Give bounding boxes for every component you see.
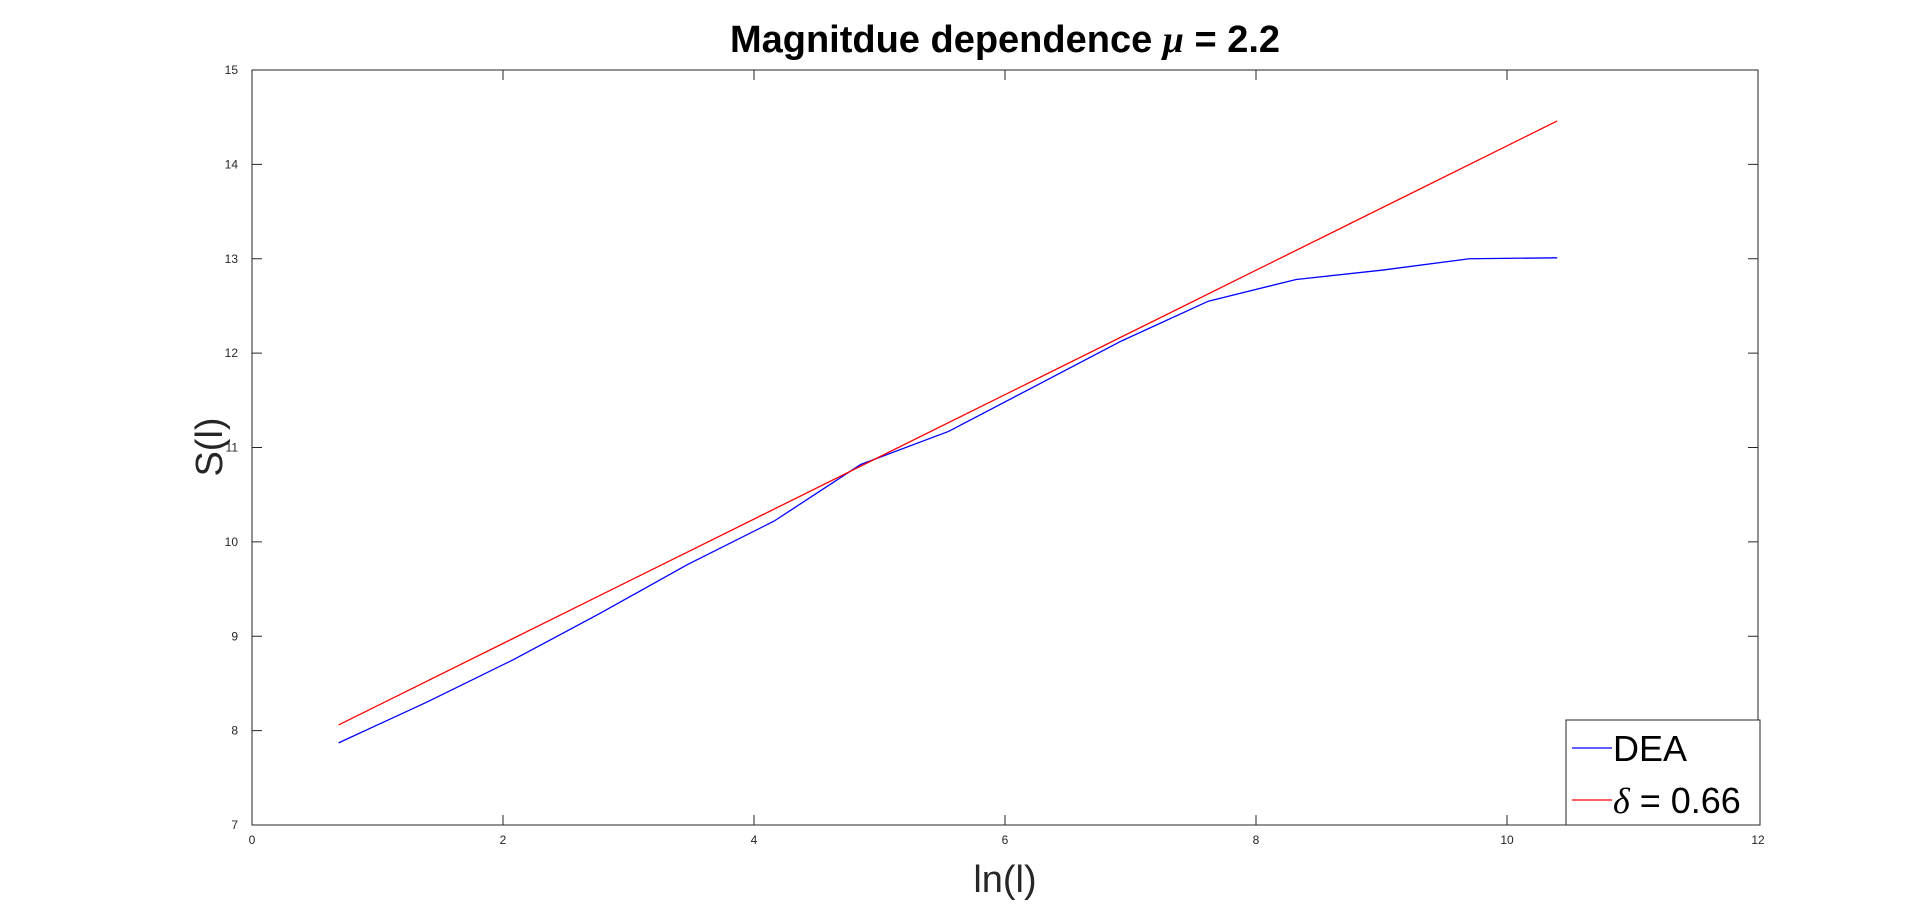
y-tick-label: 15: [225, 63, 239, 77]
plot-lines: [338, 120, 1558, 744]
x-tick-label: 2: [500, 833, 507, 847]
legend-label-dea: DEA: [1613, 728, 1687, 769]
chart-title-prefix: Magnitdue dependence: [730, 19, 1163, 61]
x-axis-label: ln(l): [973, 859, 1036, 901]
y-tick-label: 7: [231, 818, 238, 832]
legend-label-delta-value: = 0.66: [1630, 780, 1741, 821]
legend-label-delta: δ = 0.66: [1613, 780, 1741, 821]
x-tick-label: 0: [249, 833, 256, 847]
chart-title-suffix: = 2.2: [1184, 19, 1280, 61]
legend-box: [1565, 719, 1761, 826]
x-tick-label: 4: [751, 833, 758, 847]
legend: DEA δ = 0.66: [1565, 719, 1761, 826]
mu-symbol: μ: [1161, 19, 1184, 61]
x-tick-label: 10: [1500, 833, 1514, 847]
y-tick-label: 10: [225, 535, 239, 549]
y-tick-label: 14: [225, 157, 239, 171]
y-tick-label: 9: [231, 629, 238, 643]
x-tick-label: 8: [1253, 833, 1260, 847]
series-line-delta-fit: [338, 120, 1558, 726]
tick-labels: 0 2 4 6 8 10 12 7 8 9 10 11 12 13 14 15: [225, 63, 1765, 847]
axes-box: [251, 69, 1759, 826]
y-axis-label: S(l): [189, 417, 231, 476]
x-tick-label: 12: [1751, 833, 1765, 847]
y-tick-label: 12: [225, 346, 239, 360]
delta-symbol: δ: [1613, 781, 1631, 821]
axes-background: [252, 70, 1758, 825]
chart-title: Magnitdue dependence μ = 2.2: [730, 19, 1280, 61]
x-tick-label: 6: [1002, 833, 1009, 847]
y-tick-label: 13: [225, 252, 239, 266]
y-tick-label: 8: [231, 724, 238, 738]
series-line-dea: [338, 257, 1558, 744]
y-tick-label: 11: [226, 441, 239, 455]
